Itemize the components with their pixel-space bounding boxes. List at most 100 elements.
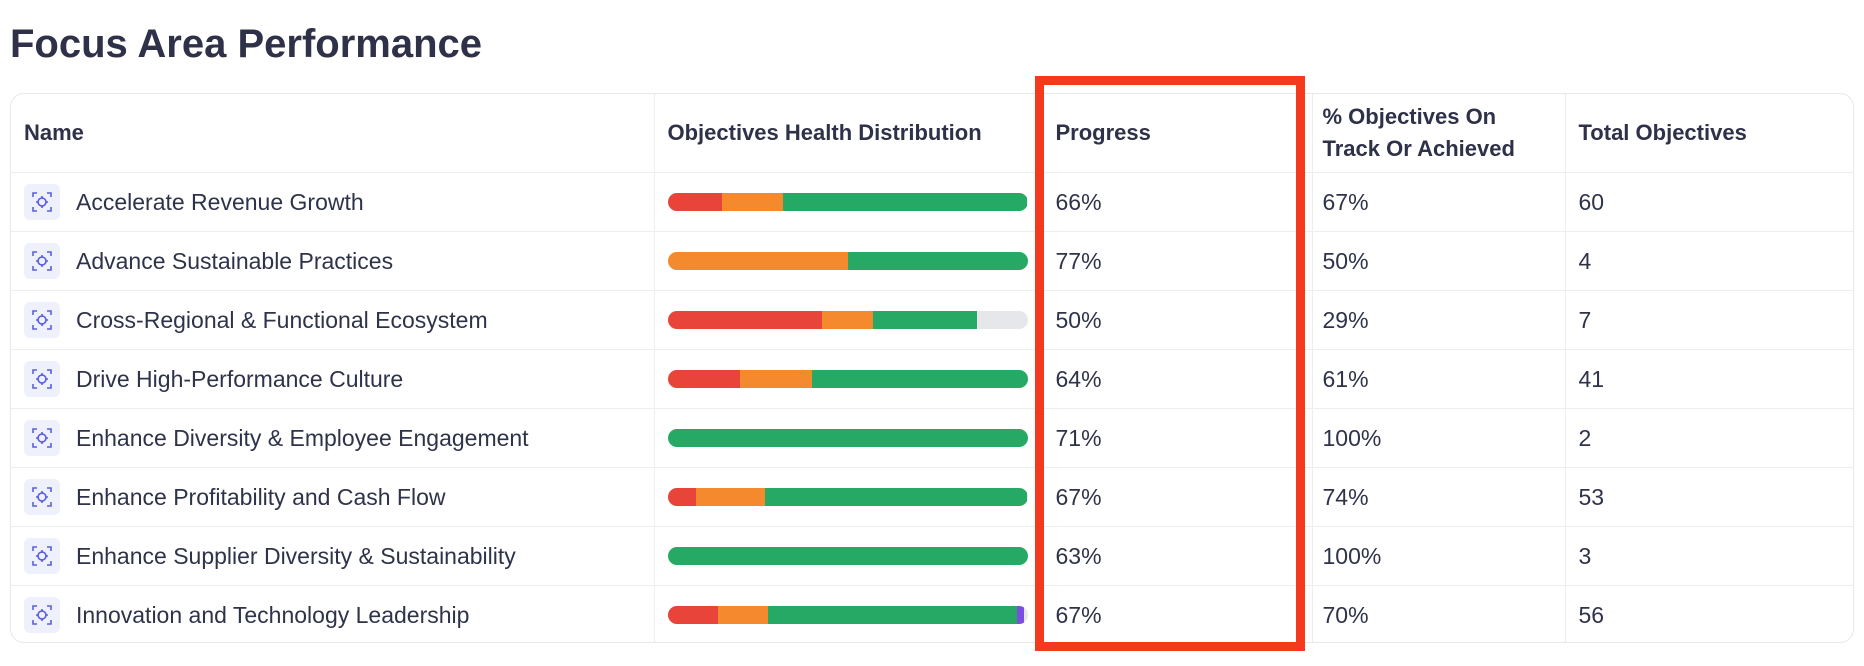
- health-segment-at-risk: [721, 193, 783, 211]
- cell-progress: 66%: [1042, 172, 1313, 232]
- health-segment-not-started: [977, 311, 1028, 329]
- cell-distribution: [654, 526, 1043, 586]
- table-row[interactable]: Enhance Supplier Diversity & Sustainabil…: [11, 526, 1853, 586]
- cell-distribution: [654, 231, 1043, 291]
- column-header-total[interactable]: Total Objectives: [1565, 94, 1853, 173]
- column-header-distribution[interactable]: Objectives Health Distribution: [654, 94, 1043, 173]
- focus-area-name[interactable]: Enhance Profitability and Cash Flow: [76, 483, 446, 510]
- health-segment-on-track: [872, 311, 978, 329]
- focus-area-name[interactable]: Cross-Regional & Functional Ecosystem: [76, 306, 488, 333]
- health-segment-at-risk: [822, 311, 873, 329]
- cell-name[interactable]: Enhance Diversity & Employee Engagement: [11, 408, 655, 468]
- health-segment-off-track: [667, 606, 718, 624]
- health-segment-off-track: [667, 193, 722, 211]
- cell-progress: 64%: [1042, 349, 1313, 409]
- cell-name[interactable]: Enhance Supplier Diversity & Sustainabil…: [11, 526, 655, 586]
- cell-distribution: [654, 290, 1043, 350]
- column-header-progress[interactable]: Progress: [1042, 94, 1313, 173]
- table-row[interactable]: Enhance Diversity & Employee Engagement 7…: [11, 408, 1853, 468]
- cell-distribution: [654, 467, 1043, 527]
- health-segment-at-risk: [667, 252, 848, 270]
- health-segment-on-track: [782, 193, 1028, 211]
- focus-area-icon: [24, 538, 60, 574]
- health-segment-not-started: [1023, 606, 1028, 624]
- table-row[interactable]: Cross-Regional & Functional Ecosystem 50%…: [11, 290, 1853, 350]
- cell-total-objectives: 41: [1565, 349, 1853, 409]
- health-segment-on-track: [667, 547, 1028, 565]
- health-segment-off-track: [667, 488, 697, 506]
- cell-total-objectives: 56: [1578, 601, 1605, 628]
- table-row[interactable]: Innovation and Technology Leadership 67% 7…: [11, 585, 1853, 642]
- cell-total-objectives: 53: [1565, 467, 1853, 527]
- cell-total-objectives: 2: [1565, 408, 1853, 468]
- health-distribution-bar[interactable]: [667, 606, 1028, 624]
- health-segment-achieved: [1016, 606, 1024, 624]
- cell-name[interactable]: Enhance Profitability and Cash Flow: [11, 467, 655, 527]
- focus-area-icon: [24, 184, 60, 220]
- cell-on-track-pct: 50%: [1312, 231, 1566, 291]
- focus-area-name[interactable]: Innovation and Technology Leadership: [76, 601, 470, 628]
- cell-total-objectives: 3: [1565, 526, 1853, 586]
- health-segment-on-track: [768, 606, 1017, 624]
- cell-on-track-pct: 70%: [1312, 585, 1566, 642]
- cell-progress: 50%: [1042, 290, 1313, 350]
- health-distribution-bar[interactable]: [667, 488, 1028, 506]
- column-header-name[interactable]: Name: [11, 94, 655, 173]
- health-segment-off-track: [667, 311, 823, 329]
- cell-name[interactable]: Drive High-Performance Culture: [11, 349, 655, 409]
- focus-area-icon: [24, 420, 60, 456]
- cell-progress: 71%: [1042, 408, 1313, 468]
- focus-area-name[interactable]: Advance Sustainable Practices: [76, 247, 394, 274]
- health-distribution-bar[interactable]: [667, 252, 1028, 270]
- cell-total-objectives: 4: [1565, 231, 1853, 291]
- cell-progress: 67%: [1042, 585, 1313, 642]
- focus-area-icon: [24, 479, 60, 515]
- cell-distribution: [654, 172, 1043, 232]
- cell-on-track-pct: 29%: [1312, 290, 1566, 350]
- focus-area-name[interactable]: Drive High-Performance Culture: [76, 365, 404, 392]
- cell-on-track-pct: 100%: [1312, 526, 1566, 586]
- cell-total-objectives: 7: [1565, 290, 1853, 350]
- focus-area-name[interactable]: Enhance Supplier Diversity & Sustainabil…: [76, 542, 516, 569]
- health-segment-on-track: [811, 370, 1028, 388]
- table-header-row: Name Objectives Health Distribution Prog…: [11, 94, 1853, 173]
- health-distribution-bar[interactable]: [667, 370, 1028, 388]
- health-distribution-bar[interactable]: [667, 311, 1028, 329]
- cell-distribution: [654, 349, 1043, 409]
- column-header-on-track[interactable]: % Objectives On Track Or Achieved: [1312, 94, 1566, 173]
- focus-area-icon: [24, 302, 60, 338]
- health-segment-on-track: [847, 252, 1028, 270]
- cell-name[interactable]: Advance Sustainable Practices: [11, 231, 655, 291]
- table-row[interactable]: Advance Sustainable Practices 77% 50% 4: [11, 231, 1853, 291]
- cell-distribution: [654, 585, 1043, 642]
- cell-on-track-pct: 74%: [1312, 467, 1566, 527]
- cell-progress: 77%: [1042, 231, 1313, 291]
- cell-progress: 67%: [1042, 467, 1313, 527]
- cell-name[interactable]: Accelerate Revenue Growth: [11, 172, 655, 232]
- health-segment-on-track: [667, 429, 1028, 447]
- health-segment-at-risk: [696, 488, 765, 506]
- cell-on-track-pct: 67%: [1312, 172, 1566, 232]
- health-segment-at-risk: [739, 370, 812, 388]
- focus-area-table: Name Objectives Health Distribution Prog…: [10, 93, 1854, 643]
- health-distribution-bar[interactable]: [667, 547, 1028, 565]
- cell-distribution: [654, 408, 1043, 468]
- cell-total-objectives: 60: [1565, 172, 1853, 232]
- table-row[interactable]: Drive High-Performance Culture 64% 61% 41: [11, 349, 1853, 409]
- cell-name[interactable]: Innovation and Technology Leadership: [11, 585, 655, 642]
- health-distribution-bar[interactable]: [667, 193, 1028, 211]
- health-segment-at-risk: [717, 606, 769, 624]
- health-segment-on-track: [764, 488, 1028, 506]
- cell-on-track-pct: 61%: [1312, 349, 1566, 409]
- focus-area-name[interactable]: Accelerate Revenue Growth: [76, 188, 364, 215]
- table-row[interactable]: Accelerate Revenue Growth 66% 67% 60: [11, 172, 1853, 232]
- table-row[interactable]: Enhance Profitability and Cash Flow 67% 74…: [11, 467, 1853, 527]
- focus-area-icon: [24, 361, 60, 397]
- focus-area-name[interactable]: Enhance Diversity & Employee Engagement: [76, 424, 529, 451]
- cell-on-track-pct: 100%: [1312, 408, 1566, 468]
- health-segment-off-track: [667, 370, 740, 388]
- health-distribution-bar[interactable]: [667, 429, 1028, 447]
- focus-area-icon: [24, 597, 60, 633]
- page-title: Focus Area Performance: [10, 22, 483, 66]
- cell-name[interactable]: Cross-Regional & Functional Ecosystem: [11, 290, 655, 350]
